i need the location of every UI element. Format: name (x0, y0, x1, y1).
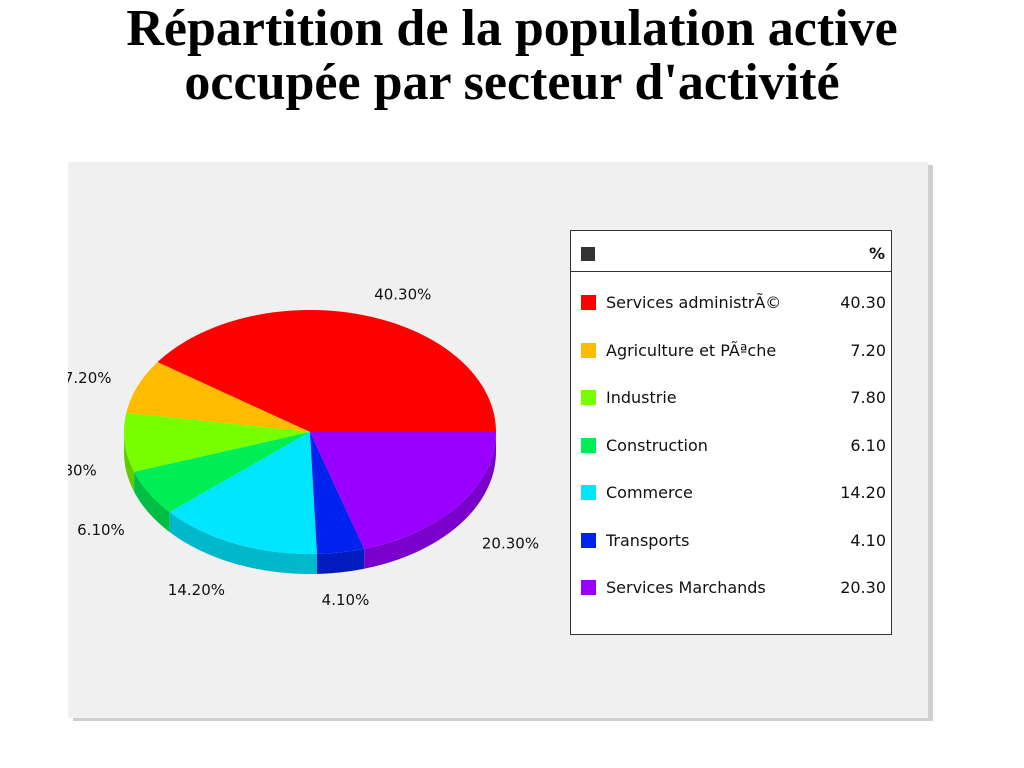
pie-label-5: 4.10% (322, 591, 370, 609)
legend-label: Commerce (606, 483, 693, 502)
legend-item: Construction 6.10 (571, 434, 891, 458)
legend-item: Services Marchands 20.30 (571, 576, 891, 600)
legend-value: 14.20 (840, 483, 886, 502)
pie-side-walls (124, 432, 496, 574)
legend-label: Transports (606, 530, 690, 550)
legend-label: Agriculture et PÃªche (606, 340, 777, 360)
title-line-2: occupée par secteur d'activité (184, 54, 840, 111)
pie-slice-2[interactable] (124, 412, 310, 472)
pie-slice-3[interactable] (134, 432, 310, 513)
pie-label-0: 40.30% (374, 286, 431, 304)
pie-label-3: 6.10% (77, 521, 125, 539)
pie-label-2: 7.80% (68, 462, 97, 480)
chart-legend: % Services administrÃ© 40.30 Agriculture e… (570, 230, 892, 635)
legend-label: Construction (606, 435, 708, 455)
legend-swatch (581, 295, 596, 310)
legend-item: Transports 4.10 (571, 529, 891, 553)
legend-value: 20.30 (840, 578, 886, 597)
legend-value: 7.80 (850, 388, 886, 407)
legend-value: 7.20 (850, 340, 886, 360)
pie-label-4: 14.20% (168, 581, 225, 599)
legend-swatch (581, 532, 596, 548)
pie-slices (124, 310, 496, 554)
legend-value: 6.10 (850, 435, 886, 455)
pie-side-5 (317, 548, 365, 574)
legend-item: Commerce 14.20 (571, 481, 891, 505)
legend-item: Services administrÃ© 40.30 (571, 291, 891, 315)
pie-label-6: 20.30% (482, 535, 539, 553)
pie-slice-0[interactable] (157, 310, 496, 432)
pie-value-labels: 40.30% 7.20% 7.80% 6.10% 14.20% 4.10% 20.30% (68, 286, 539, 609)
legend-swatch (581, 437, 596, 453)
legend-value: 40.30 (840, 293, 886, 312)
legend-header-percent: % (868, 244, 885, 263)
legend-label: Services administrÃ© (606, 293, 782, 312)
pie-slice-1[interactable] (126, 362, 310, 432)
legend-value: 4.10 (850, 530, 886, 550)
page-title: Répartition de la population active occu… (0, 2, 1024, 110)
legend-item: Industrie 7.80 (571, 386, 891, 410)
title-line-1: Répartition de la population active (126, 0, 898, 57)
legend-label: Industrie (606, 388, 677, 407)
legend-header: % (571, 231, 891, 272)
pie-slice-6[interactable] (310, 432, 496, 549)
pie-side-6 (364, 432, 496, 569)
legend-header-swatch (581, 247, 595, 261)
pie-side-2 (124, 432, 135, 492)
pie-chart: 40.30% 7.20% 7.80% 6.10% 14.20% 4.10% 20.30% (68, 286, 539, 609)
legend-swatch (581, 485, 596, 500)
legend-swatch (581, 580, 596, 595)
pie-label-1: 7.20% (68, 369, 112, 387)
legend-swatch (581, 390, 596, 405)
legend-label: Services Marchands (606, 578, 766, 597)
legend-swatch (581, 342, 596, 358)
chart-panel: 40.30% 7.20% 7.80% 6.10% 14.20% 4.10% 20.30% %… (68, 162, 928, 718)
legend-item: Agriculture et PÃªche 7.20 (571, 339, 891, 363)
pie-slice-4[interactable] (169, 432, 318, 554)
pie-side-4 (169, 512, 318, 574)
pie-side-3 (134, 471, 170, 533)
pie-slice-5[interactable] (310, 432, 365, 554)
